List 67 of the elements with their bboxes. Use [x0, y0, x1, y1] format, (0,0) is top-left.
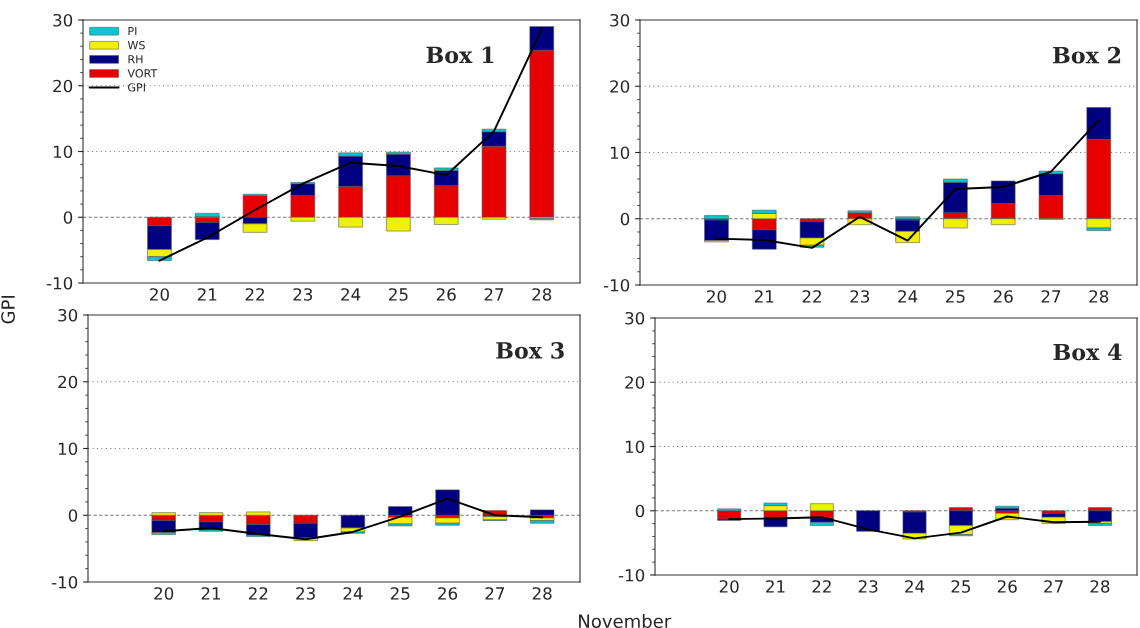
y-tick-label: 20 — [625, 376, 645, 389]
x-tick-label: 24 — [898, 290, 918, 303]
legend-label: VORT — [127, 69, 158, 78]
x-tick-label: 25 — [390, 587, 410, 600]
x-tick-label: 28 — [532, 288, 552, 301]
y-axis-title: GPI — [1, 295, 15, 324]
x-tick-label: 20 — [719, 580, 739, 593]
y-tick-label: 20 — [58, 375, 78, 389]
y-tick-label: 0 — [68, 509, 78, 522]
x-tick-label: 27 — [484, 288, 504, 301]
y-tick-label: 30 — [53, 13, 73, 27]
x-tick-label: 27 — [1041, 290, 1061, 303]
text: Box 2 — [1053, 46, 1121, 64]
x-axis-title: November — [579, 614, 672, 628]
x-tick-label: 21 — [201, 587, 221, 600]
y-tick-label: -10 — [51, 575, 78, 589]
y-tick-label: -10 — [46, 276, 73, 290]
x-tick-label: 23 — [293, 288, 313, 301]
text: Box 1 — [426, 46, 494, 64]
legend-label: RH — [128, 55, 143, 64]
y-tick-label: 0 — [620, 212, 630, 226]
x-tick-label: 21 — [197, 288, 217, 301]
text: Box 4 — [1053, 343, 1122, 361]
x-tick-label: 28 — [1089, 290, 1109, 303]
y-tick-label: -10 — [618, 568, 645, 582]
x-tick-label: 22 — [245, 288, 264, 301]
x-tick-label: 23 — [850, 290, 870, 303]
y-tick-label: 20 — [53, 79, 73, 93]
x-tick-label: 28 — [1090, 580, 1110, 593]
x-tick-label: 24 — [341, 288, 361, 301]
y-tick-label: 10 — [625, 440, 645, 454]
x-tick-label: 21 — [766, 580, 785, 593]
x-tick-label: 23 — [296, 587, 315, 600]
x-tick-label: 22 — [248, 587, 268, 600]
x-tick-label: 26 — [993, 290, 1013, 303]
x-tick-label: 27 — [485, 587, 505, 600]
x-tick-label: 26 — [436, 288, 456, 301]
text: Box 3 — [496, 342, 564, 359]
y-tick-label: 10 — [610, 146, 630, 160]
x-tick-label: 23 — [858, 580, 878, 593]
y-tick-label: 20 — [610, 80, 630, 93]
x-tick-label: 26 — [438, 587, 458, 600]
x-tick-label: 24 — [905, 580, 925, 593]
x-tick-label: 26 — [997, 580, 1017, 593]
legend-label: GPI — [128, 83, 145, 92]
y-tick-label: 0 — [635, 504, 645, 518]
x-tick-label: 22 — [802, 290, 821, 303]
y-tick-label: 30 — [58, 308, 78, 322]
x-tick-label: 28 — [532, 587, 552, 600]
x-tick-label: 22 — [812, 580, 831, 593]
x-tick-label: 21 — [754, 290, 774, 303]
x-tick-label: 20 — [154, 587, 174, 600]
legend-label: PI — [128, 27, 137, 36]
y-tick-label: 10 — [58, 442, 78, 456]
x-tick-label: 25 — [389, 288, 408, 301]
x-tick-label: 20 — [707, 290, 726, 303]
legend-label: WS — [127, 40, 145, 50]
x-tick-label: 20 — [150, 288, 169, 301]
x-tick-label: 24 — [343, 587, 363, 600]
y-tick-label: 30 — [610, 13, 630, 27]
y-tick-label: 0 — [63, 211, 73, 224]
y-tick-label: 30 — [625, 311, 645, 325]
x-tick-label: 25 — [946, 290, 965, 303]
y-tick-label: 10 — [53, 145, 73, 159]
x-tick-label: 25 — [951, 580, 971, 593]
x-tick-label: 27 — [1044, 580, 1063, 593]
y-tick-label: -10 — [603, 278, 630, 292]
